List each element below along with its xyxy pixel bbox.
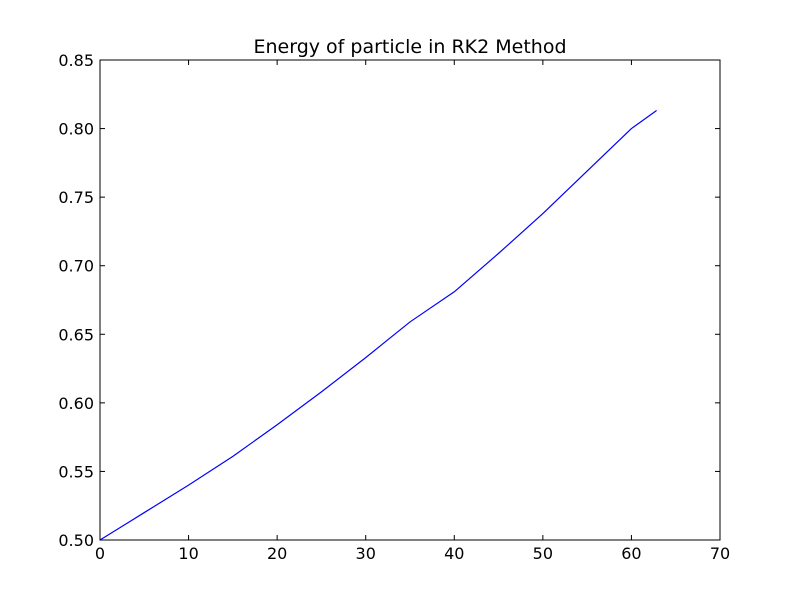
x-tick-label: 10 [178,544,198,563]
x-tick-label: 0 [95,544,105,563]
y-tick-label: 0.70 [58,257,94,276]
y-tick-label: 0.80 [58,120,94,139]
x-tick-label: 20 [267,544,287,563]
chart-title: Energy of particle in RK2 Method [253,36,566,58]
y-tick-label: 0.50 [58,531,94,550]
series-line [99,110,657,541]
x-tick-label: 60 [621,544,641,563]
y-tick-label: 0.65 [58,325,94,344]
x-tick-label: 70 [710,544,730,563]
y-tick-label: 0.55 [58,462,94,481]
x-tick-label: 40 [444,544,464,563]
y-tick-label: 0.75 [58,188,94,207]
x-tick-label: 30 [356,544,376,563]
y-tick-label: 0.60 [58,394,94,413]
plot-area: 0 10 20 30 40 50 60 70 0.50 0.55 0.60 0.65 0.70 0.75 0… [58,51,730,563]
y-tick-label: 0.85 [58,51,94,70]
x-tick-label: 50 [533,544,553,563]
axes-frame [99,59,721,541]
